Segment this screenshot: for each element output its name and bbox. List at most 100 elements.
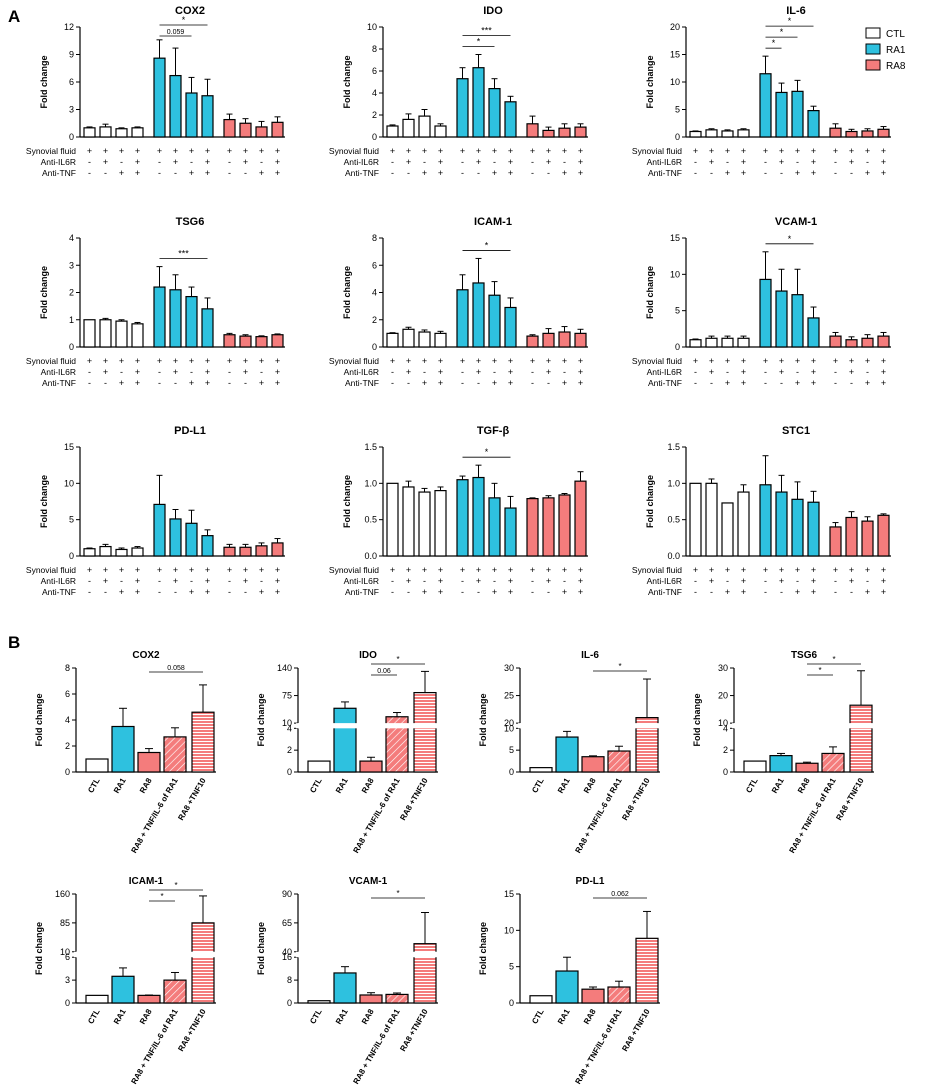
chart-a-pd-l1-table-cell: + xyxy=(243,565,248,575)
chart-a-pd-l1-table-cell: + xyxy=(173,565,178,575)
chart-a-cox2-table-label-synovial-fluid: Synovial fluid xyxy=(26,146,76,156)
chart-a-ido-bar-ra8-4 xyxy=(574,126,587,138)
chart-a-vcam-1-table-cell: + xyxy=(709,367,714,377)
chart-a-cox2-table-cell: + xyxy=(205,146,210,156)
chart-a-vcam-1-table-cell: + xyxy=(763,356,768,366)
chart-a-vcam-1-bar-ra8-2 xyxy=(845,339,858,348)
chart-a-il-6-table-cell: + xyxy=(849,146,854,156)
chart-a-stc1-table-cell: + xyxy=(881,565,886,575)
chart-a-icam-1-table-cell: + xyxy=(508,367,513,377)
chart-a-vcam-1-sig-label: * xyxy=(788,234,792,244)
chart-b-cox2-ylabel: Fold change xyxy=(34,693,44,746)
chart-a-ido-table-cell: + xyxy=(438,168,443,178)
chart-a-il-6-sig-label: * xyxy=(788,16,792,26)
chart-a-il-6-table-cell: - xyxy=(796,157,799,167)
panel-label-a: A xyxy=(8,7,20,26)
chart-b-cox2-y-tick-label: 8 xyxy=(65,663,70,673)
chart-a-il-6-bar-ra8-4 xyxy=(877,128,890,138)
chart-a-vcam-1-title: VCAM-1 xyxy=(775,216,817,228)
chart-a-il-6-table-cell: - xyxy=(694,157,697,167)
chart-a-il-6-sig-label: * xyxy=(772,38,776,48)
chart-b-ido-x-tick-label: CTL xyxy=(308,776,324,794)
legend-label-ctl: CTL xyxy=(886,29,905,40)
chart-b-tsg6-x-tick-label: RA8 + TNF/IL-6 of RA1 xyxy=(787,776,838,855)
chart-b-pd-l1-title: PD-L1 xyxy=(576,876,605,887)
chart-b-cox2-bar-ctl xyxy=(85,758,109,773)
chart-a-ido-table-cell: + xyxy=(476,157,481,167)
chart-b-il-6-upper-y-tick-label: 20 xyxy=(504,718,514,728)
chart-a-pd-l1-table-cell: + xyxy=(275,576,280,586)
chart-a-ido-bar-ctl-3 xyxy=(418,115,431,138)
chart-a-icam-1-table-cell: + xyxy=(562,378,567,388)
chart-a-vcam-1-table-label-synovial-fluid: Synovial fluid xyxy=(632,356,682,366)
chart-b-tsg6-bar-ra8 xyxy=(795,762,819,773)
chart-a-cox2-table-cell: + xyxy=(135,157,140,167)
chart-a-stc1-table-cell: - xyxy=(764,576,767,586)
chart-b-cox2-y-tick-label: 4 xyxy=(65,715,70,725)
chart-a-ido-y-tick-label: 4 xyxy=(372,88,377,98)
chart-a-il-6-table-cell: + xyxy=(795,168,800,178)
chart-b-vcam-1-title: VCAM-1 xyxy=(349,876,388,887)
chart-a-il-6-table-cell: + xyxy=(693,146,698,156)
chart-a-icam-1-table-cell: - xyxy=(461,378,464,388)
chart-a-il-6-table-cell: + xyxy=(725,168,730,178)
chart-b-icam-1-upper-y-tick-label: 85 xyxy=(60,918,70,928)
chart-b-tsg6-upper-y-tick-label: 20 xyxy=(718,691,728,701)
chart-a-vcam-1-bar-ra8-1 xyxy=(829,335,842,348)
chart-a-vcam-1-table-cell: + xyxy=(779,367,784,377)
chart-a-pd-l1-table-cell: + xyxy=(275,565,280,575)
chart-b-icam-1-x-tick-label: CTL xyxy=(86,1007,102,1025)
chart-a-il-6-table-cell: + xyxy=(881,168,886,178)
chart-a-pd-l1-table-label-anti-il6r: Anti-IL6R xyxy=(41,576,76,586)
chart-a-tsg6-table-label-synovial-fluid: Synovial fluid xyxy=(26,356,76,366)
chart-a-il-6-table-cell: - xyxy=(764,168,767,178)
chart-a-icam-1-bar-ra8-2 xyxy=(542,332,555,348)
chart-a-il-6-table-cell: - xyxy=(834,168,837,178)
chart-a-stc1-bar-ctl-4 xyxy=(737,491,750,557)
chart-b-tsg6-lower-y-tick-label: 0 xyxy=(723,767,728,777)
chart-a-tgf-bar-ra1-4 xyxy=(504,507,517,557)
chart-b-vcam-1-bar-ctl xyxy=(307,1000,331,1004)
chart-b-cox2-x-tick-label: RA8 xyxy=(138,776,154,795)
chart-b-icam-1-axis-break xyxy=(190,951,216,958)
chart-a-vcam-1-y-tick-label: 10 xyxy=(670,269,680,279)
chart-a-tgf-table-cell: + xyxy=(546,565,551,575)
chart-b-ido-bar-ra8 xyxy=(359,760,383,773)
chart-a-stc1-table-cell: + xyxy=(833,565,838,575)
chart-a-ido-table-cell: - xyxy=(391,157,394,167)
chart-a-cox2-table-cell: - xyxy=(190,157,193,167)
chart-b-ido-axis-break xyxy=(332,723,358,729)
legend: CTL RA1 RA8 xyxy=(865,27,906,72)
chart-a-ido-table-cell: - xyxy=(477,168,480,178)
chart-a-tsg6-table-cell: + xyxy=(189,378,194,388)
chart-a-ido-bar-ra8-2 xyxy=(542,129,555,138)
chart-a-stc1-table-cell: - xyxy=(834,587,837,597)
chart-a-stc1-bar-ra8-3 xyxy=(861,520,874,557)
chart-a-vcam-1-table-cell: - xyxy=(764,367,767,377)
chart-a-pd-l1-table-cell: + xyxy=(87,565,92,575)
chart-b-pd-l1-y-tick-label: 0 xyxy=(509,998,514,1008)
chart-a-icam-1-bar-ra1-3 xyxy=(488,294,501,348)
chart-a-ido-y-tick-label: 8 xyxy=(372,44,377,54)
chart-a-stc1-table-cell: - xyxy=(866,576,869,586)
chart-a-il-6-table-label-anti-tnf: Anti-TNF xyxy=(648,168,682,178)
chart-a-cox2-bar-ctl-1 xyxy=(83,127,96,138)
chart-b-tsg6-bar-ctl xyxy=(743,760,767,773)
chart-a-vcam-1-table-cell: + xyxy=(741,367,746,377)
chart-a-vcam-1-table-cell: + xyxy=(849,367,854,377)
chart-a-cox2-ylabel: Fold change xyxy=(39,55,49,108)
chart-a-tgf-y-tick-label: 1.5 xyxy=(364,442,377,452)
chart-a-tgf-table-cell: - xyxy=(531,576,534,586)
chart-a-il-6-table-cell: - xyxy=(710,168,713,178)
chart-a-tsg6-table-cell: + xyxy=(259,356,264,366)
chart-a-cox2-table-cell: + xyxy=(119,146,124,156)
chart-a-pd-l1-bar-ra8-4 xyxy=(271,542,284,557)
chart-b-icam-1-bar-ra1 xyxy=(111,975,135,1004)
chart-a-tgf-bar-ctl-4 xyxy=(434,490,447,557)
chart-b-ido-x-tick-label: RA8 + TNF/IL-6 of RA1 xyxy=(351,776,402,855)
chart-a-tsg6-bar-ra1-4 xyxy=(201,308,214,348)
chart-a-vcam-1-table-cell: + xyxy=(865,356,870,366)
chart-b-icam-1-x-tick-label: RA1 xyxy=(112,1007,128,1026)
chart-a-icam-1-table-cell: + xyxy=(438,356,443,366)
